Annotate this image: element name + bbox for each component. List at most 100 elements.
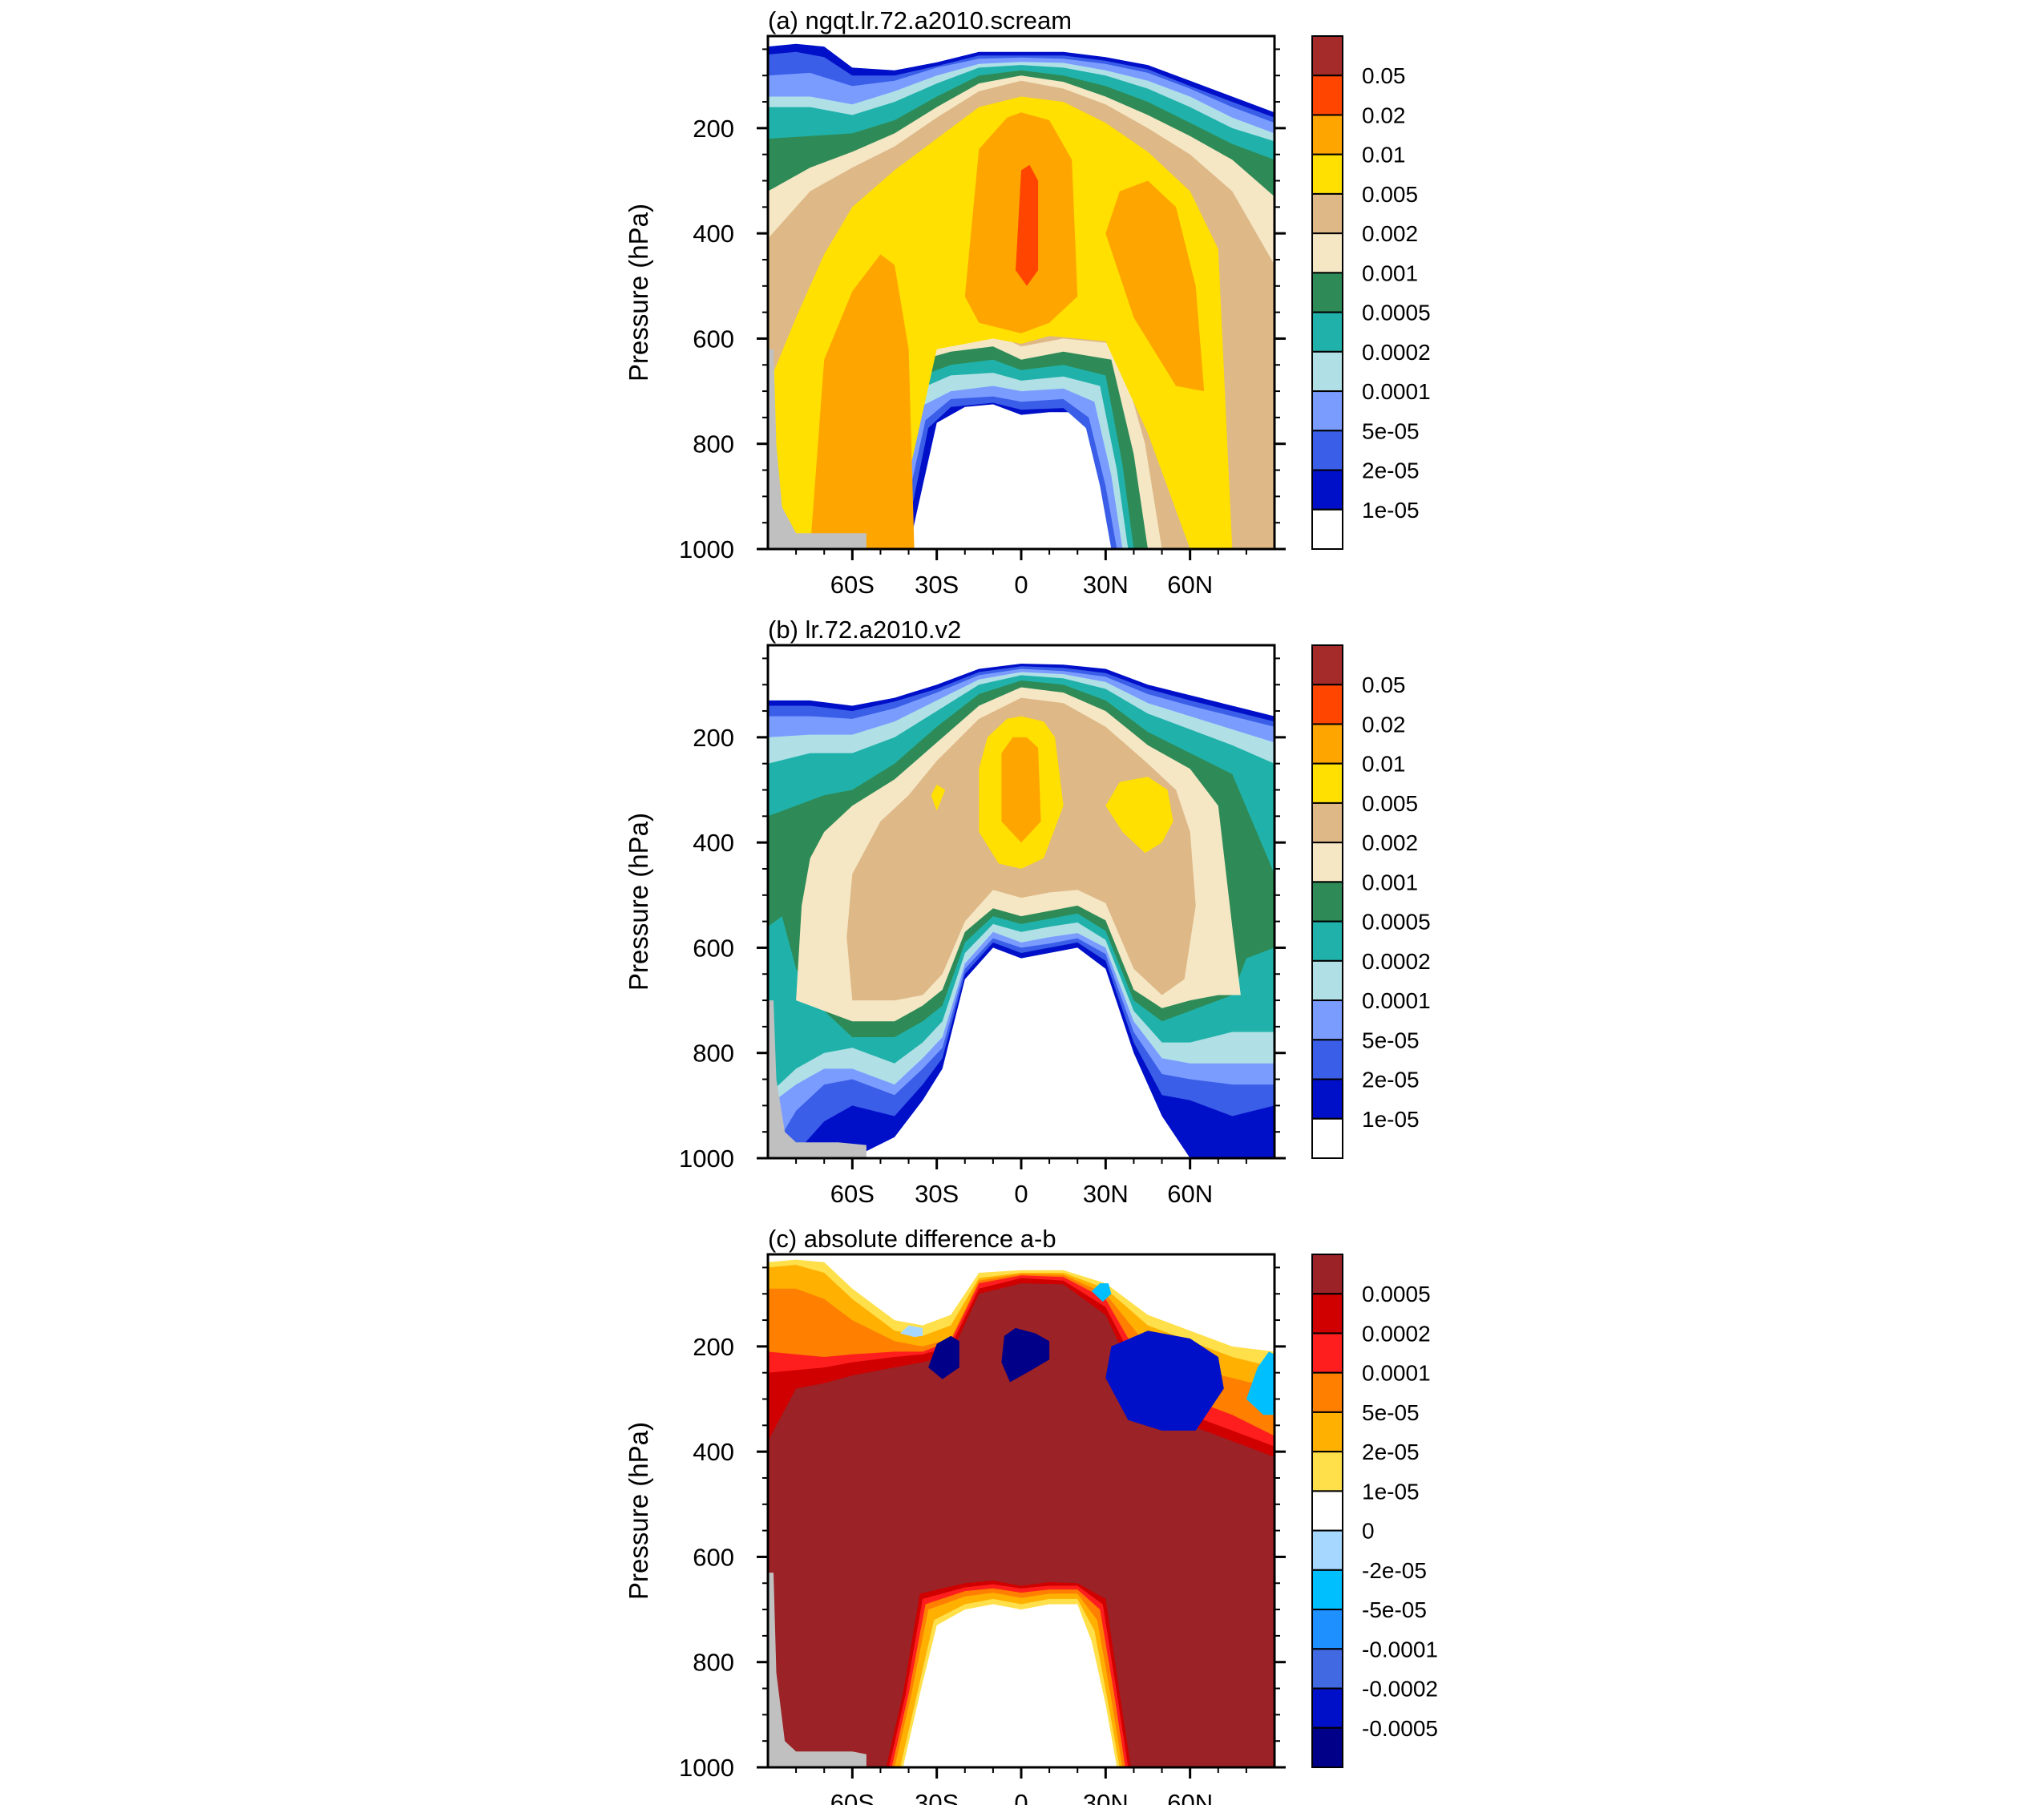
colorbar-label: 0 bbox=[1362, 1519, 1375, 1544]
colorbar-label: -0.0002 bbox=[1362, 1677, 1438, 1702]
colorbar-label: 0.05 bbox=[1362, 63, 1406, 88]
colorbar-label: 2e-05 bbox=[1362, 1068, 1420, 1092]
colorbar-label: 2e-05 bbox=[1362, 458, 1420, 483]
missing-data-region bbox=[768, 349, 866, 549]
colorbar-box bbox=[1311, 153, 1343, 195]
x-tick-label: 60S bbox=[830, 1789, 875, 1805]
colorbar-box bbox=[1311, 114, 1343, 155]
colorbar-label: 0.0001 bbox=[1362, 379, 1431, 404]
colorbar-label: 0.0002 bbox=[1362, 340, 1431, 365]
x-tick-label: 60N bbox=[1167, 1789, 1213, 1805]
y-tick-label: 1000 bbox=[679, 1754, 734, 1782]
colorbar-box bbox=[1311, 881, 1343, 923]
colorbar: 0.0005 0.0002 0.0001 5e-05 2e-05 1e-05 0 -2e-05… bbox=[1311, 1254, 1438, 1769]
colorbar-label: 0.0001 bbox=[1362, 1361, 1431, 1386]
y-tick-label: 600 bbox=[693, 1543, 734, 1571]
x-tick-label: 30N bbox=[1083, 1180, 1129, 1208]
contour-region-0.0005 bbox=[768, 1283, 1274, 1767]
colorbar-label: -0.0005 bbox=[1362, 1716, 1438, 1741]
contour-region--0.0005 bbox=[928, 1335, 959, 1379]
colorbar-label: 0.002 bbox=[1362, 221, 1418, 246]
colorbar-box bbox=[1311, 1039, 1343, 1080]
panel-title: (a) ngqt.lr.72.a2010.scream bbox=[768, 6, 1072, 34]
x-tick-label: 60N bbox=[1167, 571, 1213, 599]
colorbar-label: 5e-05 bbox=[1362, 1400, 1420, 1425]
y-tick-label: 1000 bbox=[679, 535, 734, 563]
x-tick-label: 0 bbox=[1014, 1789, 1028, 1805]
colorbar-box bbox=[1311, 1332, 1343, 1374]
y-axis-label: Pressure (hPa) bbox=[624, 1422, 653, 1600]
colorbar-box bbox=[1311, 723, 1343, 765]
colorbar-label: 1e-05 bbox=[1362, 1479, 1420, 1504]
colorbar-box bbox=[1311, 1371, 1343, 1413]
y-tick-label: 400 bbox=[693, 1438, 734, 1466]
y-tick-label: 400 bbox=[693, 829, 734, 857]
panel-title: (c) absolute difference a-b bbox=[768, 1225, 1056, 1253]
colorbar-box bbox=[1311, 75, 1343, 116]
colorbar-label: 0.0002 bbox=[1362, 949, 1431, 974]
colorbar-box bbox=[1311, 469, 1343, 511]
colorbar-box bbox=[1311, 1490, 1343, 1532]
colorbar-box bbox=[1311, 1529, 1343, 1571]
contour-region-0.005 bbox=[931, 784, 946, 811]
x-tick-label: 30N bbox=[1083, 571, 1129, 599]
colorbar-label: -5e-05 bbox=[1362, 1597, 1427, 1622]
colorbar-label: 2e-05 bbox=[1362, 1440, 1420, 1464]
colorbar-box bbox=[1311, 1078, 1343, 1120]
missing-data-region bbox=[768, 1000, 866, 1158]
x-tick-label: 30S bbox=[915, 571, 959, 599]
colorbar-label: 0.001 bbox=[1362, 870, 1418, 894]
colorbar-label: 0.001 bbox=[1362, 260, 1418, 285]
colorbar-label: -2e-05 bbox=[1362, 1558, 1427, 1583]
colorbar-label: 0.005 bbox=[1362, 182, 1418, 207]
colorbar-box bbox=[1311, 644, 1343, 686]
y-axis-label: Pressure (hPa) bbox=[624, 813, 653, 991]
contour-region--5e-05 bbox=[1246, 1351, 1274, 1415]
colorbar-box bbox=[1311, 1648, 1343, 1690]
colorbar-label: 5e-05 bbox=[1362, 418, 1420, 443]
colorbar-box bbox=[1311, 350, 1343, 393]
colorbar-box bbox=[1311, 1609, 1343, 1650]
colorbar-box bbox=[1311, 390, 1343, 432]
colorbar-box bbox=[1311, 311, 1343, 353]
x-tick-label: 30S bbox=[915, 1789, 959, 1805]
panel-1: (a) ngqt.lr.72.a2010.scream 200 400 600 800 1… bbox=[624, 6, 1431, 599]
x-tick-label: 0 bbox=[1014, 1180, 1028, 1208]
contour-region-0.02 bbox=[1016, 164, 1039, 286]
y-tick-label: 600 bbox=[693, 325, 734, 353]
contour-region--2e-05 bbox=[900, 1325, 923, 1338]
y-tick-label: 600 bbox=[693, 934, 734, 962]
colorbar-box bbox=[1311, 508, 1343, 550]
colorbar-box bbox=[1311, 1451, 1343, 1492]
y-tick-label: 800 bbox=[693, 430, 734, 458]
colorbar-box bbox=[1311, 1726, 1343, 1769]
panel-3: (c) absolute difference a-b 200 400 600 800 1… bbox=[624, 1225, 1438, 1805]
colorbar-box bbox=[1311, 802, 1343, 844]
colorbar-box bbox=[1311, 1293, 1343, 1335]
contour-region--0.0005 bbox=[1001, 1327, 1050, 1383]
colorbar-box bbox=[1311, 1117, 1343, 1160]
colorbar-box bbox=[1311, 1254, 1343, 1295]
y-tick-label: 200 bbox=[693, 115, 734, 143]
colorbar-label: 1e-05 bbox=[1362, 1107, 1420, 1132]
contour-fills bbox=[768, 1259, 1274, 1767]
x-tick-label: 30S bbox=[915, 1180, 959, 1208]
colorbar-label: 0.0005 bbox=[1362, 910, 1431, 935]
panel-2: (b) lr.72.a2010.v2 200 400 600 800 1000 60S 30S… bbox=[624, 616, 1431, 1208]
contour-region-0.01 bbox=[1105, 180, 1205, 392]
y-tick-label: 800 bbox=[693, 1040, 734, 1068]
colorbar-box bbox=[1311, 1687, 1343, 1729]
colorbar-box bbox=[1311, 1569, 1343, 1611]
colorbar-box bbox=[1311, 430, 1343, 471]
y-axis-label: Pressure (hPa) bbox=[624, 204, 653, 382]
colorbar-box bbox=[1311, 762, 1343, 804]
colorbar-label: -0.0001 bbox=[1362, 1637, 1438, 1662]
contour-region-0.01 bbox=[810, 254, 915, 549]
contour-region--5e-05 bbox=[1091, 1283, 1112, 1302]
x-tick-label: 0 bbox=[1014, 571, 1028, 599]
colorbar-label: 0.002 bbox=[1362, 830, 1418, 855]
colorbar-label: 0.02 bbox=[1362, 712, 1406, 737]
y-tick-label: 400 bbox=[693, 220, 734, 248]
colorbar-label: 0.0002 bbox=[1362, 1321, 1431, 1346]
contour-fills bbox=[768, 664, 1274, 1158]
